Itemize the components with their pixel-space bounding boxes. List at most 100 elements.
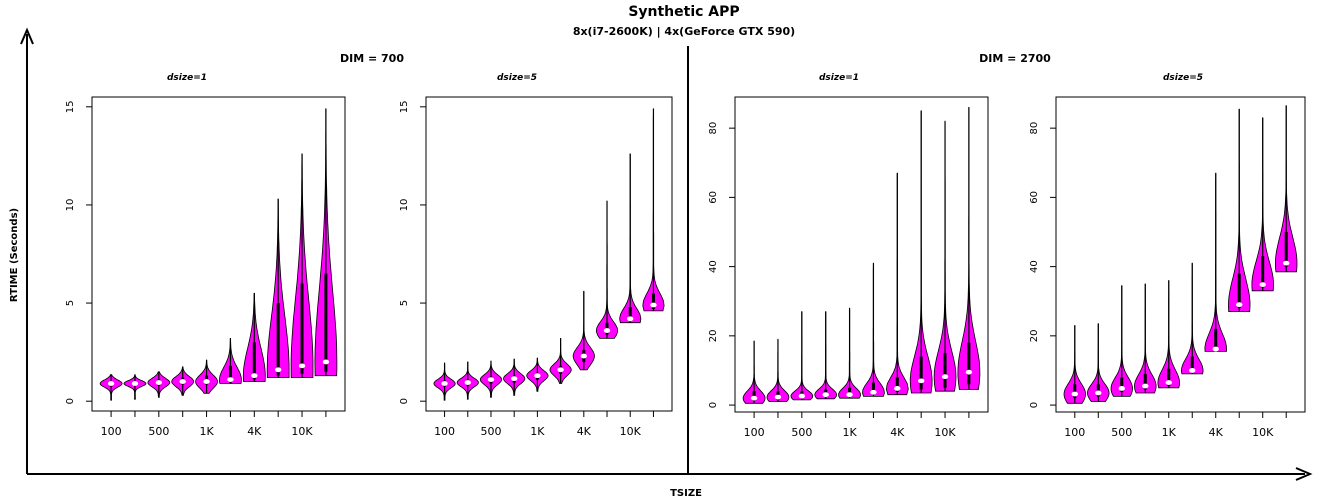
median-point — [1118, 386, 1125, 391]
x-tick-label: 10K — [291, 425, 313, 438]
plot-frame — [734, 96, 989, 413]
panel-1: DIM = 700 dsize=1 0 5 10 15 100 500 1K 4K 10K — [65, 52, 404, 438]
x-tick-label: 4K — [247, 425, 262, 438]
median-point — [179, 379, 186, 384]
y-tick-label: 0 — [1029, 402, 1040, 408]
median-point — [1142, 383, 1149, 389]
median-point — [203, 379, 210, 384]
x-tick-label: 10K — [620, 425, 642, 438]
y-tick-label: 40 — [708, 260, 719, 273]
median-point — [822, 392, 829, 398]
y-tick-label: 0 — [65, 398, 76, 404]
x-tick-label: 500 — [148, 425, 169, 438]
median-point — [1071, 391, 1078, 397]
median-point — [965, 369, 973, 375]
x-axis-arrowhead — [1295, 467, 1313, 481]
y-tick-label: 10 — [399, 199, 410, 212]
panel-4: dsize=5 0 20 40 60 80 100 500 1K 4K 10K — [1029, 73, 1306, 439]
median-point — [917, 378, 925, 384]
median-point — [1259, 282, 1266, 288]
y-tick-label: 15 — [399, 100, 410, 113]
x-tick-label: 10K — [1252, 426, 1274, 439]
median-point — [534, 373, 541, 379]
chart-title: Synthetic APP — [628, 4, 739, 20]
median-point — [774, 394, 782, 400]
y-axis-label: RTIME (Seconds) — [9, 208, 20, 302]
x-tick-label: 1K — [199, 425, 214, 438]
y-tick-label: 10 — [65, 199, 76, 212]
median-point — [894, 386, 901, 391]
x-tick-label: 100 — [1064, 426, 1085, 439]
group-title: DIM = 700 — [340, 52, 404, 65]
panel-title: dsize=5 — [497, 73, 537, 83]
median-point — [603, 328, 611, 333]
median-point — [131, 381, 139, 386]
x-axis-label: TSIZE — [670, 488, 702, 499]
median-point — [870, 389, 877, 395]
group-title: DIM = 2700 — [979, 52, 1051, 65]
x-tick-label: 4K — [1209, 426, 1224, 439]
x-tick-label: 10K — [934, 426, 956, 439]
median-point — [298, 363, 306, 369]
median-point — [1236, 302, 1243, 308]
median-point — [750, 395, 758, 401]
median-point — [107, 381, 115, 386]
y-tick-label: 60 — [1029, 191, 1040, 204]
median-point — [510, 376, 518, 382]
median-point — [846, 392, 853, 398]
y-tick-label: 15 — [65, 100, 76, 113]
median-point — [1095, 390, 1102, 396]
x-tick-label: 100 — [744, 426, 765, 439]
panel-title: dsize=1 — [167, 73, 207, 83]
chart-subtitle: 8x(i7-2600K) | 4x(GeForce GTX 590) — [573, 25, 795, 38]
x-tick-label: 100 — [101, 425, 122, 438]
median-point — [487, 377, 495, 382]
panel-2: dsize=5 0 5 10 15 100 500 1K 4K 10K — [399, 73, 673, 438]
median-point — [1189, 368, 1196, 373]
y-axis-arrowhead — [20, 27, 34, 45]
plot-frame — [91, 96, 346, 412]
y-tick-label: 5 — [65, 300, 76, 306]
y-tick-label: 60 — [708, 191, 719, 204]
panel-title: dsize=5 — [1163, 73, 1203, 83]
panel-3: DIM = 2700 dsize=1 0 20 40 60 80 100 500 1K 4K 10K — [708, 52, 1051, 439]
median-point — [322, 359, 330, 365]
median-point — [650, 302, 657, 308]
y-tick-label: 40 — [1029, 260, 1040, 273]
x-tick-label: 1K — [842, 426, 857, 439]
median-point — [941, 374, 949, 380]
median-point — [464, 380, 471, 385]
x-tick-label: 4K — [577, 425, 592, 438]
x-tick-label: 1K — [1162, 426, 1177, 439]
median-point — [441, 381, 448, 386]
median-point — [251, 373, 258, 379]
panel-title: dsize=1 — [819, 73, 859, 83]
x-tick-label: 500 — [1111, 426, 1132, 439]
median-point — [798, 393, 806, 399]
median-point — [274, 367, 282, 373]
y-tick-label: 80 — [1029, 122, 1040, 135]
median-point — [627, 316, 634, 322]
x-tick-label: 500 — [480, 425, 501, 438]
median-point — [1165, 380, 1172, 385]
outer-axes — [20, 27, 1313, 481]
median-point — [227, 377, 234, 382]
x-tick-label: 1K — [530, 425, 545, 438]
median-point — [155, 380, 163, 385]
y-tick-label: 0 — [708, 402, 719, 408]
x-tick-label: 500 — [791, 426, 812, 439]
median-point — [580, 353, 588, 359]
y-tick-label: 5 — [399, 300, 410, 306]
median-point — [1283, 260, 1290, 266]
median-point — [1212, 346, 1219, 352]
plot-frame — [425, 96, 673, 412]
x-tick-label: 100 — [434, 425, 455, 438]
median-point — [557, 367, 564, 373]
y-tick-label: 20 — [1029, 329, 1040, 342]
x-tick-label: 4K — [890, 426, 905, 439]
y-tick-label: 80 — [708, 122, 719, 135]
y-tick-label: 20 — [708, 329, 719, 342]
plot-frame — [1055, 96, 1306, 413]
